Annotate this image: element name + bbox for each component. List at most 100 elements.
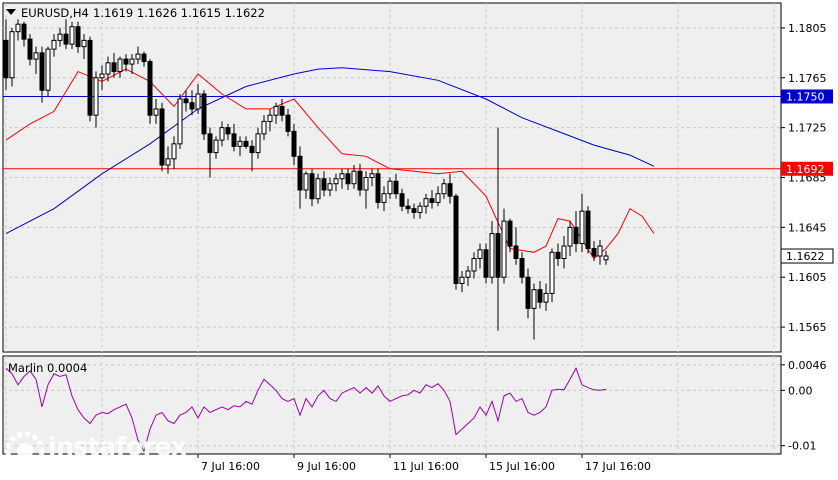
candle	[591, 241, 597, 262]
candle	[405, 198, 411, 214]
time-tick-label: 15 Jul 16:00	[489, 460, 555, 473]
candle	[411, 203, 417, 219]
indicator-panel[interactable]: 0.0046 0.00 -0.01 Marlin 0.0004	[2, 355, 827, 455]
candle-body-up	[129, 58, 135, 65]
candle-body-up	[303, 173, 309, 191]
candle-body-down	[243, 140, 249, 147]
candle	[363, 171, 369, 209]
symbol-menu-triangle-icon[interactable]	[6, 9, 16, 15]
candle	[69, 21, 75, 50]
candle	[237, 136, 243, 157]
candle	[501, 208, 507, 284]
price-axis: 1.18051.17651.17251.16851.16451.16051.15…	[781, 22, 827, 334]
candle	[87, 36, 93, 122]
candle-body-up	[51, 39, 57, 50]
candle-body-down	[453, 195, 459, 284]
candle-body-down	[159, 108, 165, 166]
candle	[579, 193, 585, 253]
candle-body-down	[87, 39, 93, 116]
candle-body-up	[459, 276, 465, 284]
candle-body-up	[567, 226, 573, 247]
candle	[345, 168, 351, 190]
candle-body-down	[123, 58, 129, 65]
candle	[315, 173, 321, 204]
candle-body-down	[231, 133, 237, 147]
level-tag	[781, 89, 833, 104]
candle-body-down	[405, 205, 411, 210]
candle	[219, 121, 225, 147]
indicator-title: Marlin 0.0004	[8, 361, 87, 375]
candle	[213, 136, 219, 159]
candle	[321, 171, 327, 197]
candle	[225, 123, 231, 141]
candle-body-down	[201, 93, 207, 135]
candle-body-up	[105, 62, 111, 75]
candle	[525, 268, 531, 319]
candlesticks	[3, 19, 609, 340]
candle	[135, 46, 141, 65]
candle-body-up	[423, 198, 429, 207]
candle	[489, 221, 495, 284]
candle-body-up	[69, 26, 75, 45]
candle-body-up	[165, 158, 171, 166]
candle	[555, 243, 561, 266]
candle	[63, 19, 69, 50]
candle-body-down	[249, 145, 255, 154]
level-tag-label: 1.1692	[786, 163, 825, 176]
candle-body-up	[273, 105, 279, 116]
candle-body-up	[351, 170, 357, 185]
level-tag	[781, 161, 833, 176]
candle	[33, 46, 39, 75]
candle	[117, 56, 123, 78]
candle-body-up	[333, 178, 339, 185]
candle	[549, 248, 555, 303]
price-panel[interactable]: 1.18051.17651.17251.16851.16451.16051.15…	[2, 2, 834, 353]
candle	[297, 146, 303, 209]
candle-body-down	[183, 98, 189, 104]
candle	[465, 265, 471, 286]
candle	[3, 19, 9, 91]
candle	[423, 193, 429, 214]
candle-body-up	[327, 183, 333, 191]
price-tick-label: 1.1565	[788, 321, 827, 334]
marlin-line	[5, 366, 607, 453]
candle-body-down	[75, 26, 81, 48]
time-tick-label: 11 Jul 16:00	[393, 460, 459, 473]
candle	[279, 98, 285, 122]
candle	[207, 127, 213, 178]
candle-body-up	[93, 77, 99, 116]
candle	[585, 206, 591, 254]
time-tick-label: 17 Jul 16:00	[585, 460, 651, 473]
indicator-tick-label: 0.00	[788, 384, 813, 397]
candle-body-up	[177, 98, 183, 145]
candle-body-up	[15, 23, 21, 33]
candle	[165, 146, 171, 174]
candle-body-up	[153, 108, 159, 116]
candle	[495, 127, 501, 331]
candle	[567, 221, 573, 257]
candle-body-down	[513, 245, 519, 260]
candle-body-down	[285, 114, 291, 132]
candle-body-up	[465, 270, 471, 278]
candle-body-down	[495, 233, 501, 278]
candle	[99, 65, 105, 91]
candle-body-up	[501, 220, 507, 278]
candle	[231, 123, 237, 152]
price-tick-label: 1.1645	[788, 221, 827, 234]
indicator-tick-label: -0.01	[788, 440, 816, 453]
candle-body-up	[339, 173, 345, 180]
candle-body-down	[63, 33, 69, 45]
candle-body-up	[435, 193, 441, 203]
candle-body-up	[579, 210, 585, 245]
candle-body-up	[417, 205, 423, 213]
candle	[399, 188, 405, 212]
time-axis: 7 Jul 16:00 9 Jul 16:00 11 Jul 16:00 15 Jul…	[197, 454, 651, 473]
candle-body-down	[375, 173, 381, 203]
candle-body-up	[543, 292, 549, 303]
indicator-grid	[3, 356, 781, 454]
current-price-label: 1.1622	[786, 250, 825, 263]
candle	[375, 168, 381, 209]
candle	[159, 102, 165, 172]
candle-body-down	[147, 61, 153, 116]
